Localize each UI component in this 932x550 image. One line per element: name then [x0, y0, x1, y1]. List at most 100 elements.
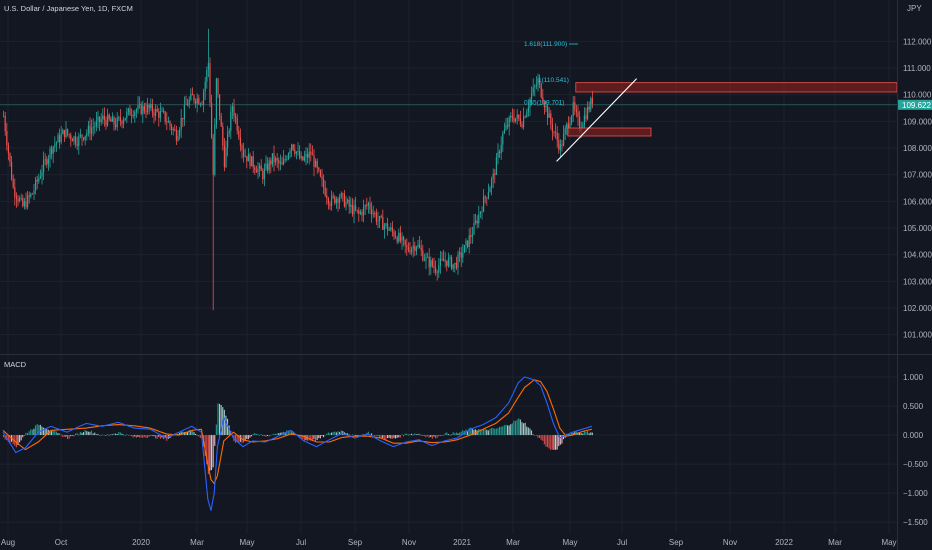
macd-histogram-bar	[414, 433, 416, 436]
macd-histogram-bar	[523, 423, 525, 436]
macd-histogram-bar	[351, 434, 353, 436]
macd-histogram-bar	[471, 429, 473, 436]
macd-histogram-bar	[380, 435, 382, 438]
candle-body	[502, 133, 504, 145]
candle-body	[284, 159, 286, 160]
macd-histogram-bar	[374, 435, 376, 436]
macd-histogram-bar	[462, 430, 464, 436]
candle-body	[524, 116, 526, 118]
macd-histogram-bar	[571, 432, 573, 436]
macd-histogram-bar	[135, 435, 137, 438]
candle-body	[278, 160, 280, 164]
macd-histogram-bar	[75, 433, 77, 436]
candle-body	[132, 115, 134, 117]
candle-body	[339, 197, 341, 203]
price-tick-label: 110.000	[903, 91, 932, 100]
time-tick-label: 2021	[453, 538, 471, 547]
candle-body	[206, 69, 208, 82]
macd-histogram-bar	[460, 431, 462, 436]
macd-histogram-bar	[363, 433, 365, 436]
candle-body	[518, 114, 520, 119]
candle-body	[380, 216, 382, 217]
price-tick-label: 108.000	[903, 144, 932, 153]
macd-histogram-bar	[529, 428, 531, 436]
candle-body	[6, 131, 8, 146]
macd-histogram-bar	[57, 433, 59, 436]
candle-body	[551, 124, 553, 132]
macd-histogram-bar	[238, 435, 240, 443]
candle-body	[511, 115, 513, 118]
macd-histogram-bar	[86, 431, 88, 436]
macd-histogram-bar	[4, 435, 6, 440]
candle-body	[382, 216, 384, 230]
candle-body	[308, 151, 310, 158]
macd-histogram-bar	[268, 435, 270, 437]
candle-body	[369, 203, 371, 210]
candle-body	[473, 222, 475, 235]
price-tick-label: 106.000	[903, 197, 932, 206]
candle-body	[271, 153, 273, 165]
candle-body	[508, 117, 510, 127]
candle-body	[476, 220, 478, 224]
macd-histogram-bar	[17, 435, 19, 445]
time-tick-label: Mar	[190, 538, 204, 547]
candle-body	[519, 118, 521, 125]
macd-histogram-bar	[323, 435, 325, 438]
candle-body	[12, 179, 14, 188]
macd-histogram-bar	[140, 435, 142, 438]
time-tick-label: Nov	[402, 538, 416, 547]
macd-histogram-bar	[574, 431, 576, 436]
macd-histogram-bar	[55, 431, 57, 436]
macd-histogram-bar	[193, 432, 195, 436]
macd-histogram-bar	[7, 435, 9, 442]
macd-histogram-bar	[548, 435, 550, 449]
candle-body	[134, 111, 136, 117]
candle-body	[374, 213, 376, 214]
candle-body	[460, 252, 462, 258]
candle-body	[199, 103, 201, 105]
candle-body	[105, 120, 107, 126]
candle-body	[471, 234, 473, 237]
candle-body	[375, 213, 377, 222]
macd-histogram-bar	[134, 435, 136, 437]
candle-body	[94, 126, 96, 128]
macd-histogram-bar	[311, 435, 313, 442]
candle-body	[334, 196, 336, 204]
macd-histogram-bar	[196, 434, 198, 436]
price-tick-label: 102.000	[903, 304, 932, 313]
macd-histogram-bar	[252, 433, 254, 436]
macd-histogram-bar	[454, 433, 456, 436]
macd-histogram-bar	[73, 435, 75, 437]
candle-body	[406, 245, 408, 248]
candle-body	[558, 140, 560, 150]
candle-body	[446, 260, 448, 266]
macd-histogram-bar	[118, 432, 120, 436]
macd-histogram-bar	[547, 435, 549, 448]
macd-histogram-bar	[555, 435, 557, 450]
macd-histogram-bar	[582, 433, 584, 436]
macd-histogram-bar	[588, 433, 590, 436]
macd-histogram-bar	[478, 428, 480, 436]
candle-body	[337, 199, 339, 203]
candle-body	[131, 115, 133, 116]
time-tick-label: May	[562, 538, 577, 547]
macd-tick-label: −1.000	[903, 489, 928, 498]
macd-histogram-bar	[486, 429, 488, 436]
macd-histogram-bar	[401, 434, 403, 436]
candle-body	[166, 121, 168, 123]
candle-body	[510, 115, 512, 118]
candle-body	[241, 145, 243, 150]
macd-histogram-bar	[278, 433, 280, 436]
candle-body	[20, 197, 22, 199]
macd-histogram-bar	[220, 405, 222, 436]
macd-histogram-bar	[324, 434, 326, 436]
macd-histogram-bar	[84, 429, 86, 436]
candle-body	[110, 119, 112, 122]
candle-body	[111, 117, 113, 122]
candle-body	[25, 201, 27, 208]
macd-histogram-bar	[103, 434, 105, 436]
macd-histogram-bar	[585, 431, 587, 436]
candle-body	[95, 120, 97, 127]
candle-body	[457, 254, 459, 269]
macd-histogram-bar	[407, 434, 409, 436]
